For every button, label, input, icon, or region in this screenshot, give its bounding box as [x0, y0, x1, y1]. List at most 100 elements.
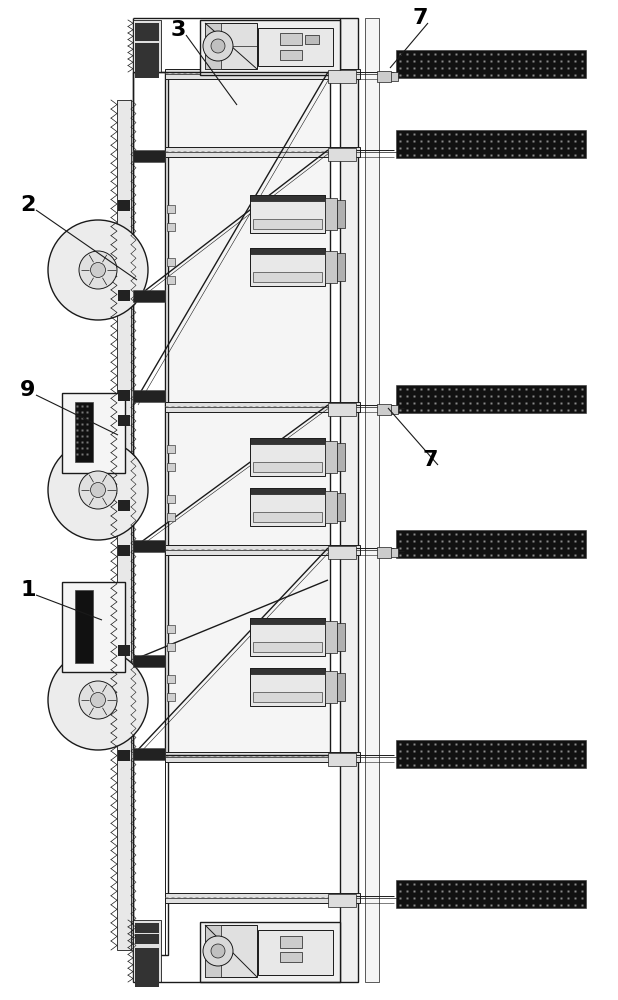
Bar	[118, 415, 130, 426]
Bar	[167, 223, 175, 231]
Bar	[253, 692, 322, 702]
Bar	[133, 72, 168, 955]
Bar	[250, 618, 325, 656]
Bar	[118, 200, 130, 211]
Bar	[167, 675, 175, 683]
Bar	[280, 952, 302, 962]
Bar	[118, 390, 130, 401]
Bar	[280, 936, 302, 948]
Bar	[258, 28, 333, 66]
Text: 1: 1	[20, 580, 36, 600]
Bar	[337, 443, 345, 471]
Circle shape	[90, 692, 106, 708]
Bar	[133, 540, 165, 552]
Bar	[200, 20, 340, 75]
Bar	[253, 272, 322, 282]
Bar	[328, 753, 356, 766]
Bar	[396, 530, 586, 558]
Circle shape	[48, 440, 148, 540]
Text: 7: 7	[412, 8, 428, 28]
Bar	[133, 150, 165, 162]
Bar	[250, 195, 325, 201]
Text: 2: 2	[20, 195, 36, 215]
Bar	[250, 438, 325, 476]
Bar	[328, 148, 356, 161]
Bar	[133, 20, 161, 72]
Bar	[135, 977, 159, 987]
Bar	[135, 43, 159, 53]
Bar	[340, 18, 358, 982]
Circle shape	[79, 251, 117, 289]
Bar	[337, 493, 345, 521]
Bar	[165, 545, 360, 555]
Bar	[135, 948, 159, 958]
Bar	[390, 72, 398, 81]
Circle shape	[211, 944, 225, 958]
Bar	[250, 248, 325, 254]
Bar	[250, 668, 325, 674]
Bar	[337, 200, 345, 228]
Bar	[365, 18, 379, 982]
Bar	[135, 68, 159, 78]
Bar	[325, 621, 337, 653]
Bar	[165, 405, 330, 548]
Bar	[135, 958, 159, 969]
Bar	[337, 623, 345, 651]
Bar	[280, 50, 302, 60]
Bar	[205, 925, 221, 977]
Bar	[133, 390, 165, 402]
Bar	[165, 548, 330, 755]
Bar	[250, 488, 325, 494]
Circle shape	[90, 483, 106, 497]
Bar	[396, 385, 586, 413]
Bar	[253, 462, 322, 472]
Bar	[250, 248, 325, 286]
Bar	[118, 645, 130, 656]
Bar	[167, 445, 175, 453]
Bar	[167, 276, 175, 284]
Bar	[167, 463, 175, 471]
Text: 7: 7	[422, 450, 438, 470]
Bar	[377, 547, 391, 558]
Bar	[133, 655, 165, 667]
Bar	[165, 402, 360, 412]
Bar	[250, 488, 325, 526]
Bar	[62, 393, 125, 473]
Text: 9: 9	[20, 380, 36, 400]
Bar	[325, 198, 337, 230]
Bar	[325, 251, 337, 283]
Bar	[396, 50, 586, 78]
Bar	[250, 668, 325, 706]
Bar	[325, 441, 337, 473]
Bar	[390, 548, 398, 557]
Bar	[118, 545, 130, 556]
Bar	[205, 925, 257, 977]
Bar	[325, 671, 337, 703]
Bar	[250, 618, 325, 624]
Bar	[167, 258, 175, 266]
Circle shape	[48, 220, 148, 320]
Bar	[165, 893, 360, 903]
Bar	[280, 33, 302, 45]
Bar	[135, 968, 159, 979]
Bar	[396, 130, 586, 158]
Bar	[133, 748, 165, 760]
Bar	[135, 923, 159, 933]
Bar	[305, 35, 319, 44]
Bar	[205, 23, 221, 69]
Circle shape	[90, 262, 106, 277]
Bar	[133, 920, 161, 982]
Bar	[133, 290, 165, 302]
Bar	[135, 31, 159, 41]
Bar	[328, 70, 356, 83]
Bar	[377, 71, 391, 82]
Bar	[325, 491, 337, 523]
Bar	[253, 642, 322, 652]
Bar	[165, 72, 330, 405]
Bar	[167, 643, 175, 651]
Bar	[135, 23, 159, 32]
Bar	[328, 546, 356, 559]
Bar	[165, 752, 360, 762]
Circle shape	[211, 39, 225, 53]
Bar	[396, 740, 586, 768]
